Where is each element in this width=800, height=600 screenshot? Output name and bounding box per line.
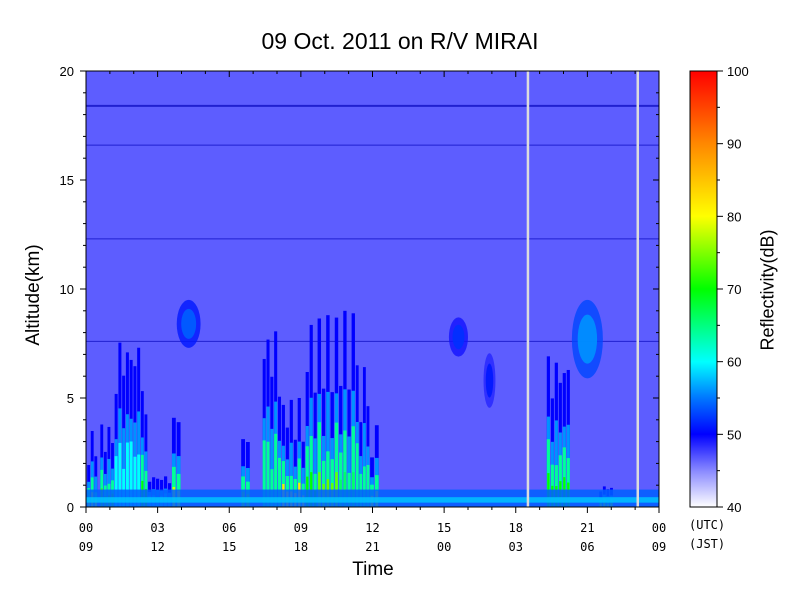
y-tick-label: 20 <box>60 64 74 79</box>
utc-note: (UTC) <box>689 518 726 532</box>
cloud-column-core <box>351 426 355 507</box>
x-axis-label: Time <box>352 559 394 580</box>
y-tick-label: 5 <box>67 391 74 406</box>
anvil-cloud-core <box>452 324 465 350</box>
y-tick-label: 15 <box>60 173 74 188</box>
anvil-cloud-core <box>181 308 197 339</box>
chart-title: 09 Oct. 2011 on R/V MIRAI <box>261 28 539 54</box>
colorbar-tick-label: 80 <box>727 209 741 224</box>
x-tick-label-jst: 03 <box>509 540 523 554</box>
cloud-column-core <box>274 433 278 507</box>
colorbar-tick-label: 50 <box>727 427 741 442</box>
cloud-column-strip <box>347 436 351 507</box>
colorbar-tick-label: 90 <box>727 137 741 152</box>
y-tick-label: 0 <box>67 500 74 515</box>
colorbar-tick-label: 40 <box>727 500 741 515</box>
cloud-column-strip <box>313 438 317 507</box>
x-tick-label-jst: 21 <box>365 540 379 554</box>
anvil-cloud-core <box>577 314 598 364</box>
x-tick-label-utc: 18 <box>509 521 523 535</box>
colorbar-ticks: 40 50 60 70 80 90 100 <box>717 64 749 515</box>
x-tick-label-jst: 12 <box>150 540 164 554</box>
x-tick-label-jst: 18 <box>294 540 308 554</box>
surface-layer-band <box>86 497 659 503</box>
cloud-column-core <box>129 441 133 507</box>
cloud-column-strip <box>362 423 366 507</box>
cloud-column-core <box>309 436 313 507</box>
x-tick-label-jst: 15 <box>222 540 236 554</box>
anvil-cloud-core <box>485 363 494 398</box>
x-tick-label-utc: 12 <box>365 521 379 535</box>
x-tick-label-jst: 09 <box>652 540 666 554</box>
x-tick-label-jst: 09 <box>79 540 93 554</box>
colorbar-tick-label: 100 <box>727 64 749 79</box>
cloud-column-core <box>343 430 347 507</box>
cloud-column-strip <box>270 428 274 507</box>
axes: 0 5 10 15 20 00 09 03 12 06 15 09 18 12 21 15 00 18 03 21 06… <box>60 64 667 554</box>
x-tick-label-utc: 00 <box>79 521 93 535</box>
colorbar-tick-label: 70 <box>727 282 741 297</box>
cloud-column-strip <box>122 428 126 507</box>
cloud-column-core <box>334 422 339 507</box>
x-tick-label-utc: 09 <box>294 521 308 535</box>
cloud-column-core <box>317 422 322 507</box>
jst-note: (JST) <box>689 537 726 551</box>
cloud-column-core <box>262 440 266 507</box>
reflectivity-field <box>86 71 659 507</box>
data-gap-line <box>526 71 530 507</box>
x-tick-label-utc: 00 <box>652 521 666 535</box>
x-tick-label-jst: 06 <box>580 540 594 554</box>
cloud-column-strip <box>326 391 330 507</box>
cloud-column-strip <box>107 458 111 507</box>
cloud-column-strip <box>554 420 558 507</box>
x-tick-label-utc: 03 <box>150 521 164 535</box>
data-gap-line <box>636 71 640 507</box>
cloud-column-core <box>305 446 309 507</box>
x-tick-label-jst: 00 <box>437 540 451 554</box>
x-tick-label-utc: 06 <box>222 521 236 535</box>
x-tick-label-utc: 15 <box>437 521 451 535</box>
cloud-column-strip <box>289 442 293 507</box>
colorbar-tick-label: 60 <box>727 355 741 370</box>
x-tick-label-utc: 21 <box>580 521 594 535</box>
colorbar <box>689 70 718 508</box>
y-tick-label: 10 <box>60 282 74 297</box>
cloud-column-core <box>137 454 141 507</box>
